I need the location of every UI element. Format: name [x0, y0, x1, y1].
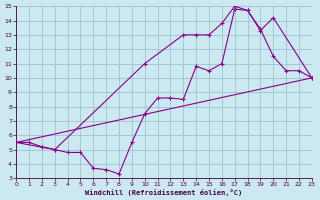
X-axis label: Windchill (Refroidissement éolien,°C): Windchill (Refroidissement éolien,°C)	[85, 189, 243, 196]
